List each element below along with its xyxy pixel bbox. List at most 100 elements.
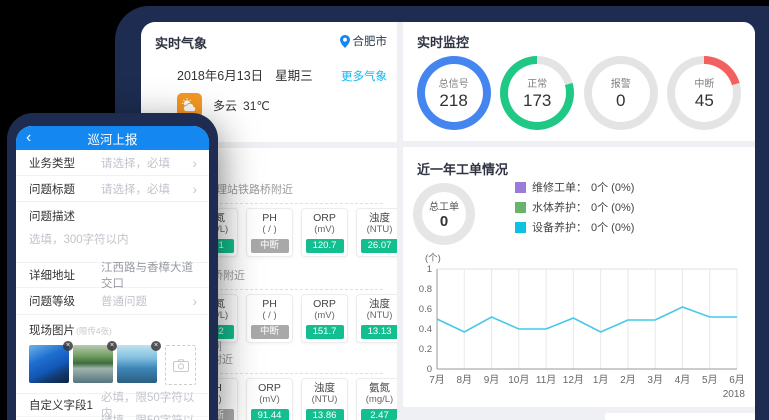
station-title: 铁路桥附近	[190, 270, 397, 283]
city-label: 合肥市	[352, 36, 388, 48]
business-type-row[interactable]: 业务类型 请选择，必填 ›	[16, 150, 209, 176]
gauge-value: 0	[616, 90, 626, 110]
phone-header: ‹ 巡河上报	[16, 126, 209, 150]
address-row[interactable]: 详细地址 江西路与香樟大道交口	[16, 262, 209, 290]
metric-value-badge: 26.07	[360, 239, 397, 253]
dashboard: 实时气象 合肥市 2018年6月13日 星期三 更多气象	[141, 22, 755, 420]
metric-card: PH( / ) 中断	[246, 208, 293, 257]
metric-name: ORP	[313, 212, 336, 224]
legend-label: 维修工单：	[532, 182, 587, 194]
weather-temperature: 31℃	[243, 98, 270, 113]
metric-unit: (mV)	[314, 224, 335, 235]
svg-text:0.6: 0.6	[419, 304, 432, 315]
monitor-panel-title: 实时监控	[417, 35, 470, 50]
gauge-label: 正常	[527, 78, 548, 90]
problem-desc-field[interactable]: 问题描述 选填，300字符以内	[16, 202, 209, 263]
legend-swatch	[515, 201, 526, 213]
metric-unit: (NTU)	[366, 310, 393, 321]
legend-swatch	[515, 221, 526, 233]
metric-card: ORP (mV) 151.7	[301, 294, 348, 343]
metric-card: 氨氮 (mg/L) 2.47	[356, 378, 397, 420]
photo-thumbnail[interactable]: ×	[73, 341, 117, 383]
svg-text:2月: 2月	[620, 374, 636, 386]
problem-title-row[interactable]: 问题标题 请选择，必填 ›	[16, 176, 209, 202]
camera-icon	[172, 358, 189, 372]
legend-label: 设备养护：	[532, 222, 587, 234]
monitor-panel: 实时监控 总信号 218 正常 173 报警 0 中断 45	[403, 22, 755, 141]
svg-text:0: 0	[427, 364, 432, 375]
problem-level-row[interactable]: 问题等级 普通问题 ›	[16, 288, 209, 315]
y-axis-unit-label: (个)	[425, 253, 441, 264]
metric-card: PH( / ) 中断	[246, 294, 293, 343]
metric-card: ORP (mV) 91.44	[246, 378, 293, 420]
gauge-value: 173	[523, 90, 552, 110]
donut-label: 总工单	[429, 202, 459, 213]
location-pin-icon	[339, 34, 350, 48]
metric-value-badge: 120.7	[305, 239, 344, 253]
city-selector[interactable]: 合肥市	[339, 33, 388, 49]
metric-value-badge: 中断	[250, 325, 289, 339]
legend-item: 水体养护： 0个 (0%)	[515, 199, 634, 215]
svg-text:0.8: 0.8	[419, 284, 432, 295]
more-weather-link[interactable]: 更多气象	[341, 71, 387, 83]
photo-thumbnail[interactable]: ×	[29, 341, 73, 383]
svg-text:10月: 10月	[508, 374, 529, 386]
station-title: 附近	[211, 354, 233, 366]
business-type-label: 业务类型	[29, 157, 75, 170]
site-photos-section: 现场图片(限传4张) × × ×	[16, 315, 209, 394]
gauges-row: 总信号 218 正常 173 报警 0 中断 45	[407, 50, 751, 135]
gauge-total-signal: 总信号 218	[416, 55, 491, 130]
site-photos-label: 现场图片	[29, 325, 75, 337]
gauge-label: 中断	[694, 78, 715, 90]
svg-text:6月: 6月	[729, 374, 745, 386]
custom-field-1-row[interactable]: 自定义字段1 必填，限50字符以内	[16, 392, 209, 420]
custom-field-1-label: 自定义字段1	[29, 400, 93, 412]
dashed-divider	[155, 373, 383, 374]
photo-remove-icon[interactable]: ×	[151, 341, 161, 351]
photo-remove-icon[interactable]: ×	[107, 341, 117, 351]
metric-value-badge: 13.86	[305, 409, 344, 420]
photo-remove-icon[interactable]: ×	[63, 341, 73, 351]
chevron-right-icon: ›	[192, 293, 197, 309]
svg-text:2018: 2018	[723, 389, 746, 400]
legend-item: 维修工单： 0个 (0%)	[515, 179, 634, 195]
gauge-value: 218	[439, 90, 468, 110]
address-label: 详细地址	[29, 270, 75, 282]
problem-title-label: 问题标题	[29, 183, 75, 196]
custom-field-1-placeholder: 必填，限50字符以内	[101, 392, 195, 420]
photo-thumbnail[interactable]: ×	[117, 341, 161, 383]
metric-value-badge: 151.7	[305, 325, 344, 339]
legend-value: 0个 (0%)	[591, 222, 635, 234]
svg-text:9月: 9月	[484, 374, 500, 386]
phone-title: 巡河上报	[87, 132, 138, 147]
metric-unit: ( / )	[262, 224, 277, 235]
metric-name: 氨氮	[369, 382, 390, 394]
svg-text:1: 1	[427, 264, 432, 275]
dashed-divider	[155, 289, 383, 290]
gauge-label: 报警	[610, 78, 631, 90]
legend-item: 设备养护： 0个 (0%)	[515, 219, 634, 235]
problem-title-placeholder: 请选择，必填	[101, 183, 170, 196]
gauge-value: 45	[694, 90, 714, 110]
metric-value-badge: 2.47	[360, 409, 397, 420]
add-photo-button[interactable]	[165, 345, 196, 385]
metric-name: PH	[262, 212, 277, 224]
metric-unit: (NTU)	[311, 394, 338, 405]
weather-date: 2018年6月13日	[177, 69, 264, 83]
dashboard-device-frame: 实时气象 合肥市 2018年6月13日 星期三 更多气象	[115, 6, 769, 420]
chevron-right-icon: ›	[192, 180, 197, 197]
workorder-panel: 近一年工单情况 总工单 0 维修工单： 0个 (0%) 水体养护： 0个 (0%) 设备…	[403, 147, 755, 407]
dashed-divider	[155, 203, 383, 204]
svg-text:11月: 11月	[536, 374, 556, 386]
station-title: 闸	[211, 341, 397, 354]
custom-field-2-row[interactable]: 自定义字段2 选填，限50字符以内	[16, 415, 209, 420]
svg-text:3月: 3月	[647, 374, 663, 386]
svg-text:4月: 4月	[675, 374, 691, 386]
total-workorder-donut: 总工单 0	[413, 183, 475, 245]
address-value: 江西路与香樟大道交口	[101, 262, 193, 290]
back-button[interactable]: ‹	[26, 129, 32, 146]
trend-line	[436, 306, 737, 333]
metric-name: 浊度	[369, 212, 390, 224]
gauge-interrupted: 中断 45	[667, 55, 742, 130]
site-photos-hint: (限传4张)	[76, 326, 112, 336]
